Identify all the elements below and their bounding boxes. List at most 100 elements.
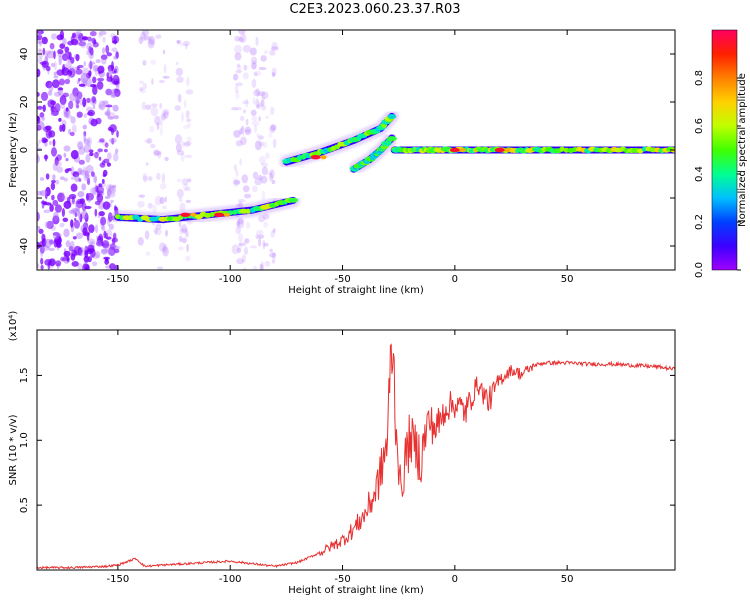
noise-speckle — [250, 245, 258, 249]
noise-speckle — [89, 84, 97, 88]
noise-speckle — [44, 259, 52, 266]
noise-speckle — [52, 138, 56, 147]
noise-speckle — [97, 77, 105, 82]
noise-speckle — [252, 265, 258, 270]
noise-speckle — [108, 184, 113, 188]
noise-speckle — [94, 151, 99, 159]
noise-speckle — [100, 182, 107, 188]
noise-speckle — [254, 124, 257, 133]
noise-speckle — [241, 254, 246, 263]
noise-speckle — [59, 124, 63, 132]
noise-speckle — [100, 216, 107, 226]
noise-speckle — [37, 34, 43, 41]
noise-speckle — [112, 184, 117, 188]
noise-speckle — [245, 129, 251, 133]
noise-speckle — [271, 72, 276, 78]
noise-speckle — [187, 178, 192, 183]
noise-speckle — [180, 153, 185, 162]
noise-speckle — [89, 152, 94, 157]
noise-speckle — [176, 39, 180, 45]
noise-speckle — [186, 76, 190, 87]
y-tick-label: -40 — [19, 238, 30, 254]
noise-speckle — [55, 260, 62, 267]
noise-speckle — [75, 103, 80, 109]
noise-speckle — [87, 244, 95, 253]
noise-speckle — [70, 176, 76, 181]
noise-speckle — [101, 178, 105, 184]
noise-speckle — [269, 248, 273, 253]
noise-speckle — [235, 90, 240, 100]
noise-speckle — [186, 118, 192, 122]
noise-speckle — [184, 154, 193, 158]
noise-speckle — [258, 174, 263, 181]
noise-speckle — [52, 79, 60, 89]
noise-speckle — [63, 228, 70, 238]
noise-speckle — [179, 235, 183, 243]
noise-speckle — [176, 150, 185, 156]
noise-speckle — [258, 66, 267, 71]
x-tick-label: -150 — [107, 274, 130, 285]
noise-speckle — [47, 90, 53, 96]
noise-speckle — [112, 186, 116, 194]
noise-speckle — [41, 36, 48, 45]
noise-speckle — [145, 104, 152, 110]
noise-speckle — [77, 141, 84, 150]
y-tick-label: 0 — [19, 147, 30, 153]
noise-speckle — [104, 110, 111, 117]
noise-speckle — [60, 99, 66, 110]
noise-speckle — [157, 151, 161, 159]
noise-speckle — [241, 125, 245, 136]
noise-speckle — [159, 102, 163, 110]
colorbar-tick-label: 0.4 — [694, 166, 705, 182]
noise-speckle — [257, 101, 262, 109]
noise-speckle — [235, 169, 239, 177]
noise-speckle — [145, 162, 149, 166]
noise-speckle — [83, 255, 90, 263]
noise-speckle — [70, 200, 77, 205]
noise-speckle — [142, 83, 147, 90]
colorbar-tick-label: 0.8 — [694, 70, 705, 86]
spectrogram-x-axis-label: Height of straight line (km) — [288, 285, 424, 296]
noise-speckle — [63, 152, 67, 158]
noise-speckle — [57, 49, 64, 55]
noise-speckle — [97, 148, 103, 153]
noise-speckle — [102, 47, 105, 54]
noise-speckle — [62, 191, 65, 200]
noise-speckle — [163, 110, 169, 119]
ridge-peak-shoulder — [504, 148, 511, 152]
noise-speckle — [240, 136, 247, 146]
noise-speckle — [37, 154, 40, 164]
noise-speckle — [98, 100, 106, 111]
noise-speckle — [94, 208, 98, 217]
noise-speckle — [238, 233, 244, 243]
noise-speckle — [108, 185, 114, 193]
noise-speckle — [163, 64, 167, 74]
noise-speckle — [99, 138, 105, 143]
noise-speckle — [74, 174, 80, 183]
noise-speckle — [85, 153, 91, 163]
noise-speckle — [78, 41, 86, 47]
snr-frame — [36, 329, 676, 571]
noise-speckle — [108, 186, 116, 194]
noise-speckle — [242, 44, 251, 53]
ridge-blob — [387, 114, 397, 119]
noise-speckle — [95, 235, 100, 240]
noise-speckle — [178, 246, 184, 251]
noise-speckle — [269, 49, 276, 56]
noise-speckle — [39, 177, 45, 181]
noise-speckle — [92, 76, 97, 84]
noise-speckle — [159, 126, 163, 136]
noise-speckle — [174, 105, 181, 111]
noise-speckle — [62, 92, 69, 98]
noise-speckle — [267, 171, 273, 176]
noise-speckle — [78, 77, 81, 82]
snr-x-axis-label: Height of straight line (km) — [288, 585, 424, 596]
noise-speckle — [262, 141, 268, 148]
noise-speckle — [84, 170, 90, 179]
noise-speckle — [110, 88, 118, 97]
noise-speckle — [54, 160, 62, 167]
noise-speckle — [164, 156, 169, 162]
noise-speckle — [251, 120, 260, 127]
noise-speckle — [94, 251, 101, 259]
noise-speckle — [113, 115, 119, 120]
